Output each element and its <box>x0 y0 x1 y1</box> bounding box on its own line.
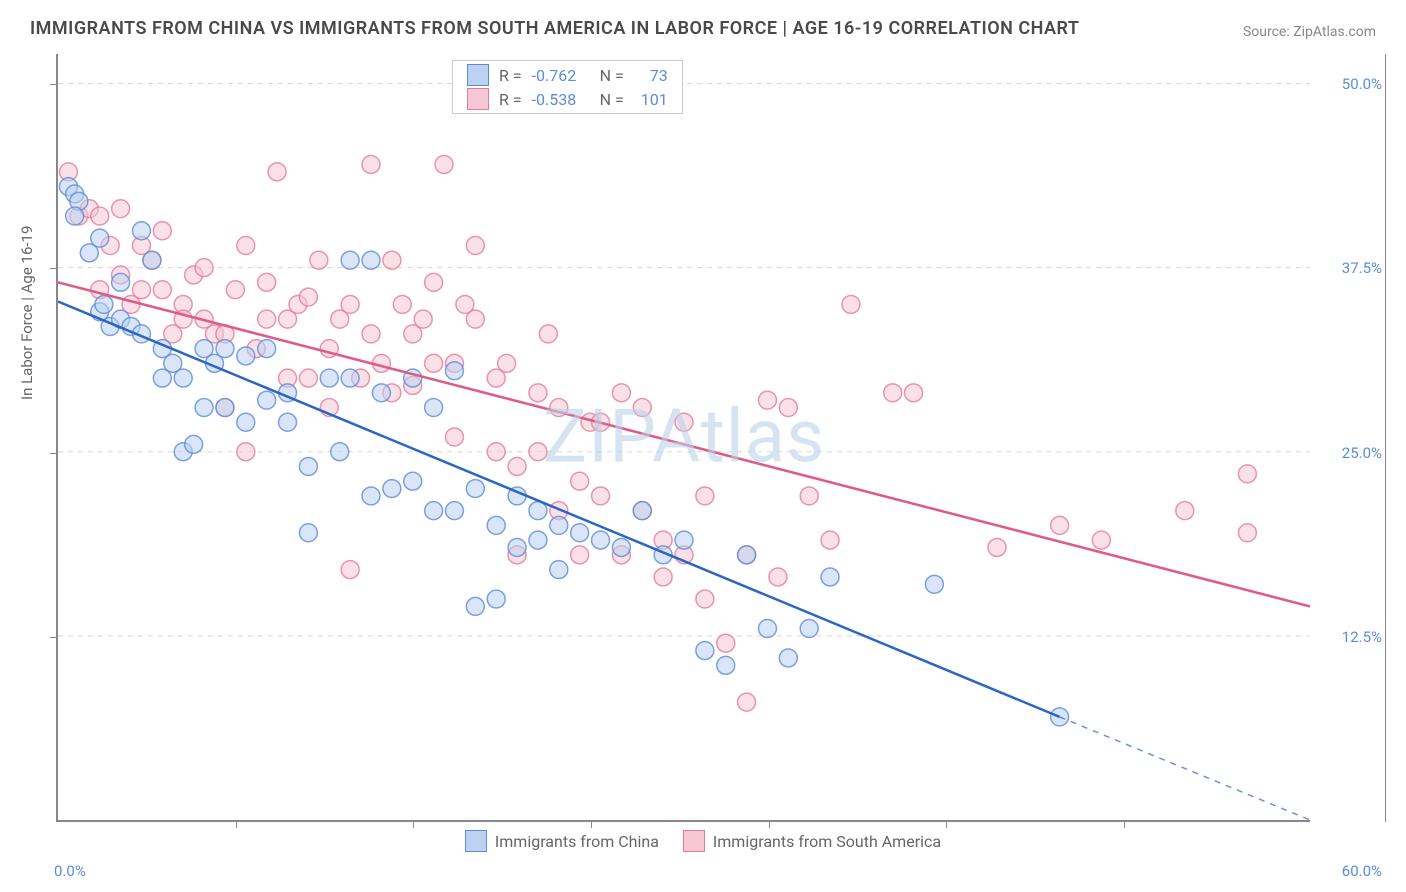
y-tick-label: 12.5% <box>1342 628 1382 646</box>
r-value: -0.538 <box>532 90 590 109</box>
y-tick <box>50 453 58 454</box>
y-tick <box>50 84 58 85</box>
x-tick <box>591 820 592 828</box>
y-tick-label: 37.5% <box>1342 259 1382 277</box>
legend-swatch <box>467 64 489 86</box>
n-label: N = <box>600 90 624 109</box>
x-tick <box>946 820 947 828</box>
chart-plot-area: ZIPAtlas <box>56 54 1310 822</box>
x-tick <box>413 820 414 828</box>
r-label: R = <box>499 66 522 85</box>
right-axis-line <box>1385 54 1386 822</box>
y-tick-label: 25.0% <box>1342 444 1382 462</box>
correlation-legend-row: R = -0.538 N = 101 <box>453 87 682 111</box>
x-tick <box>1124 820 1125 828</box>
legend-swatch <box>465 830 487 852</box>
x-axis-min-label: 0.0% <box>54 862 86 880</box>
x-tick <box>769 820 770 828</box>
y-tick <box>50 637 58 638</box>
series-legend-item: Immigrants from South America <box>683 830 941 852</box>
series-legend-label: Immigrants from South America <box>713 832 941 851</box>
chart-title: IMMIGRANTS FROM CHINA VS IMMIGRANTS FROM… <box>30 18 1079 39</box>
x-axis-max-label: 60.0% <box>1342 862 1382 880</box>
source-attribution: Source: ZipAtlas.com <box>1243 24 1376 40</box>
correlation-legend-row: R = -0.762 N = 73 <box>453 63 682 87</box>
legend-swatch <box>683 830 705 852</box>
scatter-svg <box>58 54 1310 820</box>
y-tick-label: 50.0% <box>1342 75 1382 93</box>
series-legend-label: Immigrants from China <box>495 832 659 851</box>
y-tick <box>50 268 58 269</box>
series-legend: Immigrants from China Immigrants from Sou… <box>0 830 1406 856</box>
r-label: R = <box>499 90 522 109</box>
correlation-legend: R = -0.762 N = 73 R = -0.538 N = 101 <box>452 60 683 114</box>
legend-swatch <box>467 88 489 110</box>
n-value: 101 <box>634 90 668 109</box>
r-value: -0.762 <box>532 66 590 85</box>
n-label: N = <box>600 66 624 85</box>
y-axis-label: In Labor Force | Age 16-19 <box>18 226 36 400</box>
n-value: 73 <box>634 66 668 85</box>
x-tick <box>236 820 237 828</box>
series-legend-item: Immigrants from China <box>465 830 659 852</box>
